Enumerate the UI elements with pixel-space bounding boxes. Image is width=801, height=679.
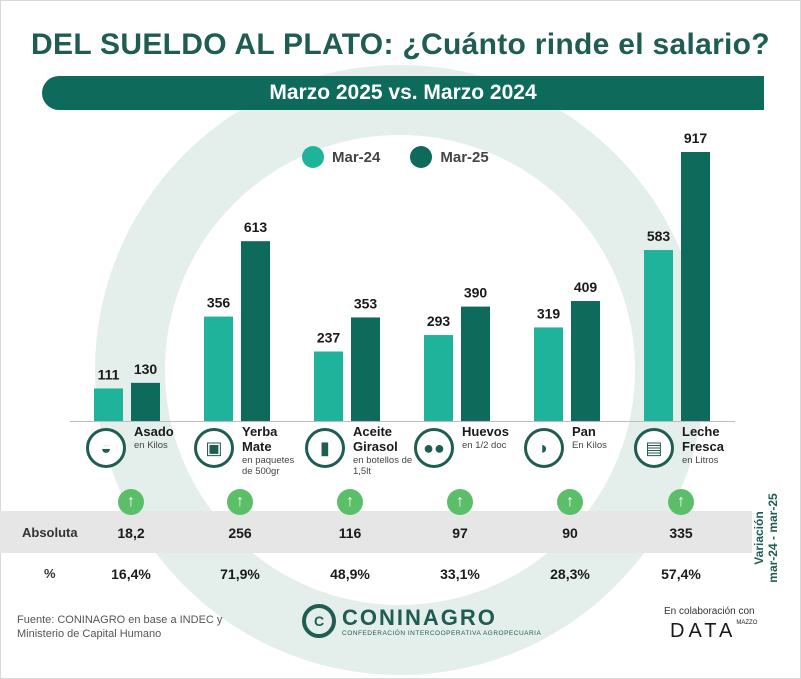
data-logo: DATAMAZZO (670, 620, 757, 643)
bar-value-label: 613 (244, 219, 268, 235)
bar-value-label: 390 (464, 285, 488, 301)
logo-name: CONINAGRO (342, 604, 497, 630)
bar-value-label: 111 (98, 366, 120, 382)
bar-mar-24 (534, 327, 563, 421)
legend-swatch-mar-25 (410, 146, 433, 168)
category-unit: en botellos de 1,5lt (353, 455, 413, 477)
category-pan: ◗ Pan En Kilos (524, 424, 607, 468)
absolute-value: 90 (562, 525, 578, 541)
category-labels: ◒ Asado en Kilos ▣ Yerba Mate en paquete… (0, 424, 801, 494)
up-arrow-icon: ↑ (227, 489, 253, 515)
data-logo-text: DATA (670, 620, 737, 642)
bar-value-label: 293 (427, 313, 451, 329)
bar-mar-25 (131, 382, 160, 421)
bar-mar-24 (314, 351, 343, 421)
bar-value-label: 917 (684, 130, 708, 146)
bar-mar-25 (681, 152, 710, 421)
bar-value-label: 356 (207, 295, 231, 311)
bar-value-label: 409 (574, 279, 598, 295)
coninagro-logo-mark-icon: C (302, 604, 336, 638)
bar-value-label: 353 (354, 295, 378, 311)
category-unit: en 1/2 doc (462, 440, 507, 451)
category-name: Asado (134, 424, 174, 439)
legend-label-mar-24: Mar-24 (332, 148, 381, 166)
legend-label-mar-25: Mar-25 (440, 148, 489, 166)
bar-value-label: 583 (647, 228, 671, 244)
bar-mar-24 (204, 316, 233, 421)
variation-side-label: Variación mar-24 - mar-25 (752, 478, 780, 598)
percent-value: 16,4% (111, 566, 151, 582)
milk-icon: ▤ (634, 428, 674, 468)
category-aceite-girasol: ▮ Aceite Girasol en botellos de 1,5lt (305, 424, 413, 477)
category-huevos: ●● Huevos en 1/2 doc (414, 424, 509, 468)
category-name: Leche Fresca (682, 424, 724, 454)
page-subtitle: Marzo 2025 vs. Marzo 2024 (269, 81, 537, 104)
bar-mar-24 (644, 249, 673, 421)
bar-value-label: 319 (537, 305, 561, 321)
collaboration-note: En colaboración con (664, 606, 755, 617)
percent-value: 33,1% (440, 566, 480, 582)
coninagro-logo: C CONINAGRO CONFEDERACIÓN INTERCOOPERATI… (302, 604, 541, 638)
eggs-icon: ●● (414, 428, 454, 468)
meat-icon: ◒ (86, 428, 126, 468)
yerba-icon: ▣ (194, 428, 234, 468)
category-asado: ◒ Asado en Kilos (86, 424, 174, 468)
up-arrow-icon: ↑ (668, 489, 694, 515)
percent-value: 28,3% (550, 566, 590, 582)
variation-side-label-title: Variación (752, 511, 766, 565)
chart-legend: Mar-24 Mar-25 (302, 146, 489, 168)
variation-side-label-period: mar-24 - mar-25 (766, 493, 780, 583)
absolute-label: Absoluta (22, 525, 78, 540)
category-unit: En Kilos (572, 440, 607, 451)
category-name: Pan (572, 424, 596, 439)
bar-mar-25 (241, 241, 270, 421)
absolute-value: 256 (228, 525, 252, 541)
category-leche-fresca: ▤ Leche Fresca en Litros (634, 424, 732, 468)
up-arrow-icon: ↑ (447, 489, 473, 515)
bread-icon: ◗ (524, 428, 564, 468)
data-logo-sub: MAZZO (736, 620, 758, 626)
page-title: DEL SUELDO AL PLATO: ¿Cuánto rinde el sa… (31, 28, 770, 61)
category-unit: en Kilos (134, 440, 168, 451)
absolute-variation-row (0, 511, 752, 553)
up-arrow-icon: ↑ (337, 489, 363, 515)
up-arrow-icon: ↑ (118, 489, 144, 515)
category-unit: en paquetes de 500gr (242, 455, 295, 477)
legend-swatch-mar-24 (302, 146, 324, 168)
bar-mar-25 (351, 317, 380, 421)
source-note: Fuente: CONINAGRO en base a INDEC y Mini… (17, 613, 227, 641)
category-name: Huevos (462, 424, 509, 439)
absolute-value: 335 (669, 525, 693, 541)
percent-value: 57,4% (661, 566, 701, 582)
legend-item-mar-24: Mar-24 (302, 146, 380, 168)
category-yerba-mate: ▣ Yerba Mate en paquetes de 500gr (194, 424, 304, 477)
subtitle-band (42, 76, 764, 110)
bar-value-label: 237 (317, 329, 341, 345)
category-unit: en Litros (682, 455, 719, 466)
percent-value: 48,9% (330, 566, 370, 582)
absolute-value: 18,2 (117, 525, 145, 541)
logo-subtitle: CONFEDERACIÓN INTERCOOPERATIVA AGROPECUA… (342, 629, 542, 637)
bar-mar-25 (571, 301, 600, 421)
bar-mar-24 (94, 388, 123, 421)
percent-label: % (44, 566, 56, 581)
absolute-value: 116 (338, 525, 362, 541)
category-name: Aceite Girasol (353, 424, 398, 454)
up-arrow-icon: ↑ (557, 489, 583, 515)
legend-item-mar-25: Mar-25 (410, 146, 489, 168)
bar-mar-25 (461, 306, 490, 421)
absolute-value: 97 (452, 525, 468, 541)
bar-mar-24 (424, 335, 453, 421)
category-name: Yerba Mate (242, 424, 278, 454)
oil-bottle-icon: ▮ (305, 428, 345, 468)
source-text: Fuente: CONINAGRO en base a INDEC y Mini… (17, 614, 223, 640)
percent-value: 71,9% (220, 566, 260, 582)
bar-value-label: 130 (134, 361, 158, 377)
